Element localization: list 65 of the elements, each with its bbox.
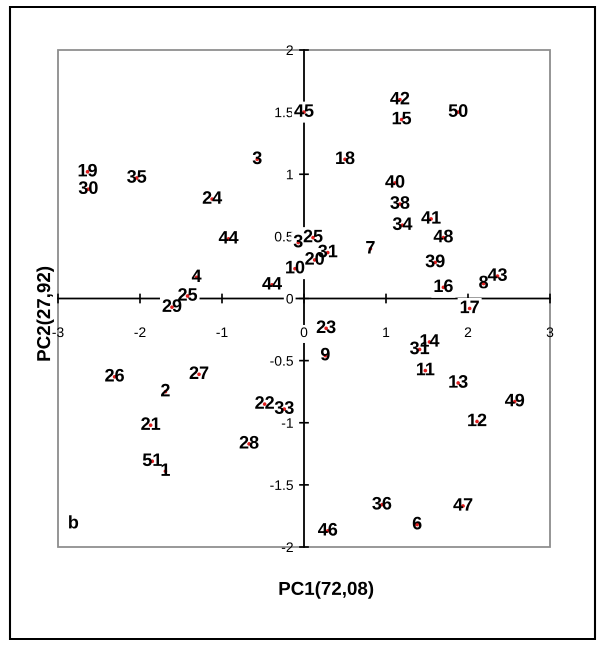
y-tick-label: 2 [286, 45, 293, 56]
y-axis-title: PC2(27,92) [36, 266, 54, 361]
annotation: 8 [479, 276, 488, 288]
x-tick-label: -2 [134, 327, 146, 338]
annotation: 36 [372, 496, 392, 510]
annotation: 13 [449, 375, 468, 388]
annotation: 17 [460, 300, 479, 314]
annotation: 33 [274, 401, 294, 414]
annotation: 30 [78, 181, 98, 194]
annotation: 9 [320, 348, 330, 360]
annotation: 25 [304, 230, 323, 242]
annotation: 2 [161, 384, 170, 396]
annotation: 35 [127, 170, 146, 183]
annotation: 40 [385, 175, 404, 188]
annotation: 22 [255, 396, 274, 409]
annotation: 29 [162, 299, 182, 312]
x-tick-label: -3 [52, 327, 64, 338]
annotation: 16 [434, 279, 453, 292]
y-tick-label: 1 [286, 170, 293, 180]
annotation: 47 [453, 498, 472, 511]
x-axis-title: PC1(72,08) [279, 581, 374, 599]
annotation: 41 [421, 211, 441, 224]
annotation: 38 [390, 196, 410, 209]
annotation: 7 [366, 241, 375, 254]
y-tick-label: -2 [282, 542, 293, 552]
annotation: 49 [504, 394, 524, 406]
annotation: 27 [190, 366, 208, 379]
annotation: 42 [390, 92, 410, 104]
annotation: 44 [262, 277, 282, 290]
annotation: 15 [392, 112, 412, 124]
annotation: 21 [141, 417, 160, 430]
annotation: 51 [142, 454, 162, 466]
y-tick-label: -1.5 [270, 480, 294, 490]
annotation: 3 [294, 234, 303, 248]
y-tick-label: 0 [286, 294, 294, 304]
annotation: 43 [488, 268, 507, 282]
annotation: 46 [318, 522, 338, 536]
annotation: 1 [162, 463, 170, 476]
annotation: 4 [192, 270, 202, 282]
annotation: 18 [336, 151, 354, 164]
annotation: 34 [392, 217, 412, 230]
annotation: 3 [252, 151, 262, 164]
annotation: 45 [294, 104, 314, 117]
annotation: b [69, 515, 78, 529]
annotation: 48 [434, 230, 453, 242]
x-tick-label: 3 [546, 327, 554, 338]
annotation: 19 [78, 164, 97, 177]
annotation: 10 [286, 260, 304, 274]
y-tick-label: -1 [282, 418, 293, 428]
annotation: 25 [178, 288, 198, 301]
annotation: 12 [468, 414, 486, 426]
annotation: 44 [218, 231, 239, 244]
x-tick-label: 0 [300, 327, 308, 338]
x-tick-label: 1 [383, 327, 390, 338]
annotation: 28 [240, 436, 259, 449]
x-tick-label: 2 [464, 327, 472, 338]
annotation: 50 [448, 104, 468, 117]
x-tick-label: -1 [216, 327, 228, 338]
annotation: 39 [426, 254, 445, 268]
annotation: 11 [416, 362, 434, 376]
annotation: 24 [202, 191, 222, 204]
y-tick-label: -0.5 [270, 356, 294, 366]
annotation: 26 [105, 368, 124, 382]
annotation: 23 [316, 320, 336, 334]
annotation: 6 [412, 516, 422, 530]
